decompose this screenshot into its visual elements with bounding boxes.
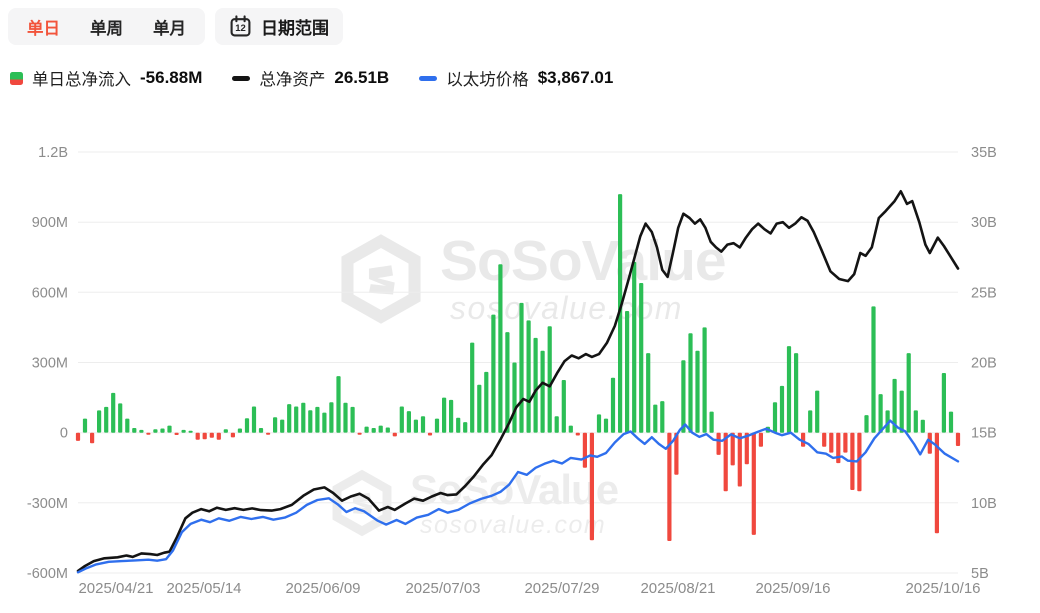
net-assets-value: 26.51B [334,68,390,87]
svg-text:300M: 300M [32,356,68,372]
period-tabs: 单日 单周 单月 [8,8,205,45]
net-assets-marker-icon [232,75,251,81]
calendar-day-number: 12 [235,23,246,34]
svg-text:1.2B: 1.2B [38,145,68,161]
svg-text:0: 0 [60,426,68,442]
svg-text:2025/10/16: 2025/10/16 [905,580,980,597]
chart-legend: 单日总净流入 -56.88M 总净资产 26.51B 以太坊价格 $3,867.… [10,64,613,92]
tab-daily[interactable]: 单日 [12,8,75,45]
svg-text:2025/04/21: 2025/04/21 [78,580,153,597]
date-range-label: 日期范围 [261,19,329,38]
svg-text:5B: 5B [971,566,989,582]
net-inflow-value: -56.88M [140,68,203,87]
svg-text:600M: 600M [32,285,68,301]
toolbar: 单日 单周 单月 12 日期范围 [8,8,343,45]
svg-text:10B: 10B [971,496,997,512]
calendar-icon: 12 [229,15,252,38]
svg-text:2025/06/09: 2025/06/09 [285,580,360,597]
svg-text:30B: 30B [971,215,997,231]
svg-text:900M: 900M [32,215,68,231]
legend-item-net-assets[interactable]: 总净资产 26.51B [232,66,389,90]
svg-text:35B: 35B [971,145,997,161]
eth-price-value: $3,867.01 [537,68,614,87]
svg-text:2025/09/16: 2025/09/16 [755,580,830,597]
legend-item-net-inflow[interactable]: 单日总净流入 -56.88M [10,66,202,90]
svg-text:15B: 15B [971,426,997,442]
tab-weekly[interactable]: 单周 [75,8,138,45]
tab-monthly[interactable]: 单月 [138,8,201,45]
svg-text:2025/07/03: 2025/07/03 [405,580,480,597]
svg-text:2025/08/21: 2025/08/21 [640,580,715,597]
net-assets-label: 总净资产 [259,71,326,89]
svg-text:2025/07/29: 2025/07/29 [524,580,599,597]
legend-item-eth-price[interactable]: 以太坊价格 $3,867.01 [419,66,613,90]
net-inflow-marker-icon [10,71,23,85]
net-inflow-label: 单日总净流入 [32,71,131,89]
svg-text:-600M: -600M [27,566,68,582]
svg-text:-300M: -300M [27,496,68,512]
eth-price-marker-icon [419,75,438,81]
svg-text:20B: 20B [971,356,997,372]
eth-price-label: 以太坊价格 [446,71,529,89]
date-range-button[interactable]: 12 日期范围 [215,8,343,45]
svg-text:25B: 25B [971,285,997,301]
svg-text:2025/05/14: 2025/05/14 [166,580,241,597]
